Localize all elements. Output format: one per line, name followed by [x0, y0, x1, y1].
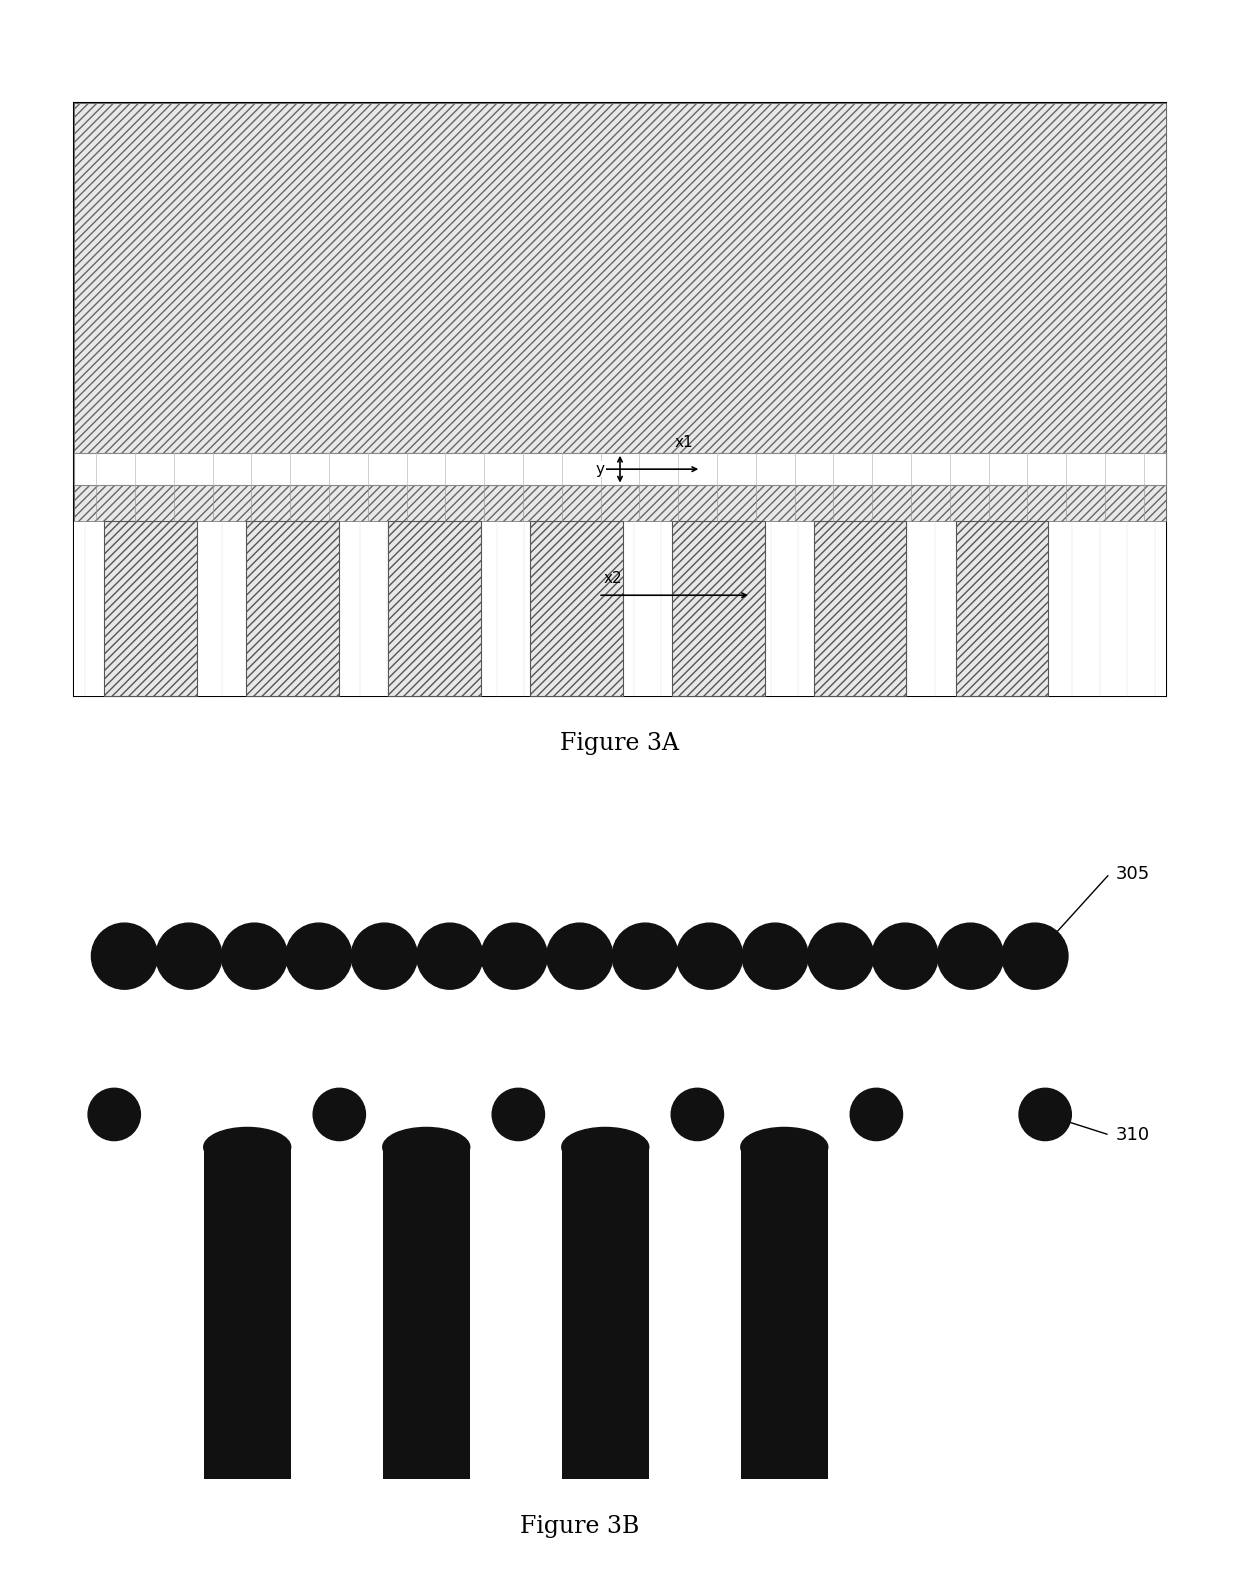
Bar	[813, 520, 906, 696]
Ellipse shape	[807, 924, 874, 989]
Text: 310: 310	[1116, 1126, 1151, 1144]
Ellipse shape	[351, 924, 418, 989]
Ellipse shape	[285, 924, 352, 989]
Ellipse shape	[671, 1088, 723, 1141]
Bar	[383, 1147, 470, 1479]
Ellipse shape	[492, 1088, 544, 1141]
Ellipse shape	[677, 924, 743, 989]
Ellipse shape	[156, 924, 222, 989]
Bar	[388, 520, 481, 696]
Bar	[562, 1147, 649, 1479]
Ellipse shape	[562, 1128, 649, 1168]
Ellipse shape	[937, 924, 1003, 989]
Ellipse shape	[742, 924, 808, 989]
Ellipse shape	[613, 924, 678, 989]
Bar	[740, 1147, 828, 1479]
Text: x1: x1	[675, 435, 693, 449]
Ellipse shape	[314, 1088, 366, 1141]
Ellipse shape	[222, 924, 288, 989]
Bar	[529, 520, 622, 696]
Ellipse shape	[417, 924, 482, 989]
Bar	[672, 520, 765, 696]
Bar	[74, 486, 1166, 520]
Bar	[74, 103, 1166, 452]
Ellipse shape	[88, 1088, 140, 1141]
Ellipse shape	[1002, 924, 1068, 989]
Bar	[104, 520, 197, 696]
Text: 305: 305	[1116, 865, 1151, 883]
Bar	[956, 520, 1048, 696]
Text: Figure 3B: Figure 3B	[520, 1516, 640, 1538]
Ellipse shape	[203, 1128, 290, 1168]
Text: y: y	[596, 462, 605, 476]
Ellipse shape	[872, 924, 937, 989]
Ellipse shape	[851, 1088, 903, 1141]
Bar	[203, 1147, 290, 1479]
Bar	[74, 520, 1166, 696]
Ellipse shape	[547, 924, 613, 989]
Text: x2: x2	[604, 571, 622, 587]
Bar	[74, 452, 1166, 486]
Bar	[247, 520, 339, 696]
Ellipse shape	[1019, 1088, 1071, 1141]
Ellipse shape	[92, 924, 157, 989]
Ellipse shape	[481, 924, 547, 989]
Ellipse shape	[740, 1128, 828, 1168]
Bar	[74, 103, 1166, 696]
Ellipse shape	[383, 1128, 470, 1168]
Text: Figure 3A: Figure 3A	[560, 732, 680, 755]
